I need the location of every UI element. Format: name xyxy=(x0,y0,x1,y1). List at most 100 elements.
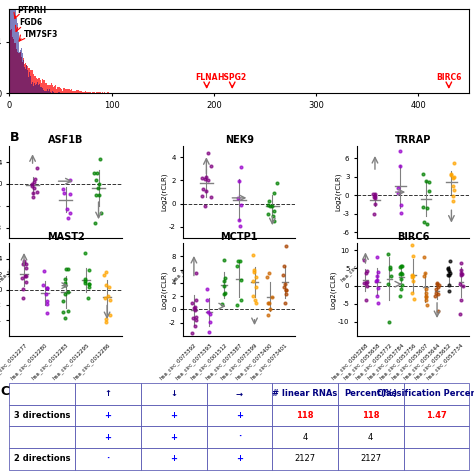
Point xyxy=(371,201,379,208)
Point xyxy=(202,173,210,181)
Point xyxy=(102,268,110,275)
Point xyxy=(220,283,228,290)
Point xyxy=(422,289,430,297)
Point xyxy=(266,202,273,210)
Text: PTPRH: PTPRH xyxy=(18,6,47,15)
Point xyxy=(19,260,27,268)
Bar xyxy=(16,49,17,93)
Point xyxy=(85,284,92,292)
Bar xyxy=(46,91,47,93)
Bar xyxy=(37,82,38,93)
Point xyxy=(397,270,405,277)
Point xyxy=(281,283,288,291)
Point xyxy=(64,215,72,222)
Bar xyxy=(17,52,18,93)
Point xyxy=(268,203,276,210)
Point xyxy=(422,292,429,300)
Point xyxy=(85,280,92,288)
Point xyxy=(90,170,98,177)
Bar xyxy=(60,89,61,93)
Point xyxy=(28,180,36,188)
Bar xyxy=(14,10,15,93)
Bar xyxy=(56,89,57,93)
Bar xyxy=(26,65,27,93)
Point xyxy=(447,170,455,178)
Bar xyxy=(106,92,108,93)
Bar xyxy=(45,82,46,93)
Point xyxy=(191,303,199,310)
Point xyxy=(102,281,109,289)
Bar xyxy=(21,48,22,93)
Bar xyxy=(84,91,85,93)
Point xyxy=(64,307,72,315)
Point xyxy=(409,278,417,285)
Point xyxy=(420,218,428,225)
Point xyxy=(204,177,211,184)
Point xyxy=(264,210,272,218)
Bar xyxy=(86,92,87,93)
Point xyxy=(94,184,102,191)
Point xyxy=(18,274,26,282)
Point xyxy=(61,314,69,322)
Point xyxy=(22,272,30,280)
Point xyxy=(457,259,465,267)
Point xyxy=(61,275,68,283)
Bar xyxy=(41,82,42,93)
Bar xyxy=(28,68,29,93)
Point xyxy=(431,292,439,300)
Bar xyxy=(19,52,20,93)
Bar xyxy=(62,91,63,93)
Bar xyxy=(44,81,45,93)
Point xyxy=(198,192,206,200)
Point xyxy=(283,291,290,298)
Bar xyxy=(13,39,14,93)
Point xyxy=(236,177,243,185)
Bar xyxy=(57,92,58,93)
Bar xyxy=(67,90,68,93)
Point xyxy=(394,184,401,192)
Point xyxy=(422,293,430,301)
Point xyxy=(204,296,211,303)
Bar xyxy=(41,87,42,93)
Bar xyxy=(42,79,43,93)
Point xyxy=(22,260,30,268)
Bar xyxy=(59,92,60,93)
Point xyxy=(102,319,110,326)
Bar xyxy=(83,92,84,93)
Point xyxy=(249,292,256,300)
Point xyxy=(435,283,442,291)
Point xyxy=(102,315,109,323)
Point xyxy=(397,147,404,155)
Bar xyxy=(92,92,93,93)
Point xyxy=(29,189,37,197)
Point xyxy=(363,278,370,286)
Point xyxy=(446,257,454,265)
Bar xyxy=(27,66,28,93)
Point xyxy=(106,296,113,304)
Point xyxy=(265,198,273,205)
Point xyxy=(192,316,200,324)
Point xyxy=(21,273,28,280)
Bar xyxy=(58,92,59,93)
Point xyxy=(190,314,197,321)
Bar xyxy=(23,60,24,93)
Point xyxy=(264,299,272,307)
Bar xyxy=(15,8,16,93)
Point xyxy=(451,186,458,194)
Bar xyxy=(29,72,30,93)
Point xyxy=(398,271,406,278)
Point xyxy=(221,290,228,297)
Point xyxy=(369,190,377,197)
Point xyxy=(220,290,228,298)
Point xyxy=(360,255,367,263)
Point xyxy=(265,300,273,307)
Point xyxy=(236,222,244,229)
Bar xyxy=(35,76,36,93)
Point xyxy=(82,280,89,287)
Point xyxy=(449,174,456,182)
Point xyxy=(192,296,200,303)
Point xyxy=(207,319,214,326)
Bar xyxy=(48,91,49,93)
Bar xyxy=(22,63,23,93)
Bar xyxy=(43,80,44,93)
